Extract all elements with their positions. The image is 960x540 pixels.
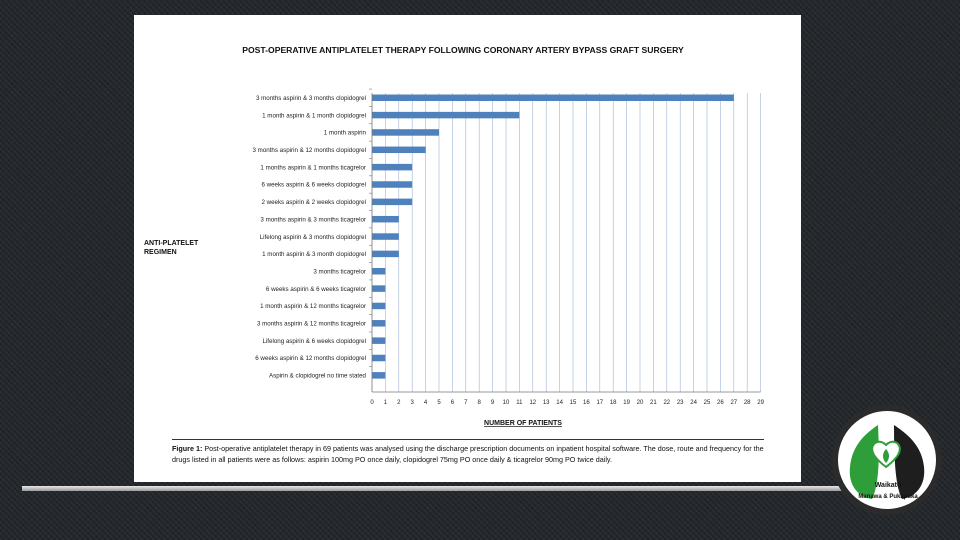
caption-rule xyxy=(172,439,764,440)
x-tick-label: 22 xyxy=(663,400,670,406)
x-tick-label: 13 xyxy=(543,400,550,406)
x-tick-label: 21 xyxy=(650,400,657,406)
x-tick-label: 17 xyxy=(596,400,603,406)
x-tick-label: 14 xyxy=(556,400,563,406)
bar xyxy=(372,337,386,344)
bar xyxy=(372,129,439,136)
category-labels: 3 months aspirin & 3 months clopidogrel 1… xyxy=(253,95,367,380)
x-tick-label: 18 xyxy=(610,400,617,406)
waikato-logo: Waikato Manawa & Pukapuka xyxy=(832,405,942,515)
category-label: Aspirin & clopidogrel no time stated xyxy=(269,373,367,380)
bar xyxy=(372,302,386,310)
bar xyxy=(372,111,520,119)
bar xyxy=(372,354,386,362)
x-tick-label: 20 xyxy=(637,400,644,406)
category-label: 3 months aspirin & 3 months ticagrelor xyxy=(260,216,366,223)
x-tick-label: 3 xyxy=(411,400,415,406)
x-tick-label: 0 xyxy=(370,400,374,406)
bar xyxy=(372,163,413,171)
caption-label: Figure 1: xyxy=(172,444,203,453)
bar xyxy=(372,198,413,206)
x-tick-label: 26 xyxy=(717,400,724,406)
x-tick-label: 11 xyxy=(516,400,523,406)
bar xyxy=(372,215,399,223)
y-axis-label-wrap: ANTI-PLATELET REGIMEN xyxy=(144,240,199,256)
category-label: 1 month aspirin & 1 month clopidogrel xyxy=(262,112,366,119)
chart-title: POST-OPERATIVE ANTIPLATELET THERAPY FOLL… xyxy=(242,45,684,55)
category-label: 6 weeks aspirin & 6 weeks clopidogrel xyxy=(261,182,366,189)
slide-divider-line xyxy=(22,486,842,491)
category-label: 3 months aspirin & 12 months ticagrelor xyxy=(257,321,366,328)
bar xyxy=(372,320,386,327)
y-axis-label: ANTI-PLATELET REGIMEN xyxy=(144,240,199,256)
x-tick-label: 12 xyxy=(529,400,536,406)
x-tick-label: 10 xyxy=(503,400,510,406)
logo-text-line1: Waikato xyxy=(875,482,902,489)
category-label: 3 months aspirin & 12 months clopidogrel xyxy=(253,147,367,154)
x-tick-label: 7 xyxy=(464,400,468,406)
x-tick-label: 23 xyxy=(677,400,684,406)
x-tick-label: 9 xyxy=(491,400,495,406)
bar xyxy=(372,233,399,240)
category-label: 3 months aspirin & 3 months clopidogrel xyxy=(256,95,366,102)
x-tick-label: 6 xyxy=(451,400,455,406)
leaf-icon xyxy=(883,449,889,463)
category-label: 3 months ticagrelor xyxy=(313,268,366,275)
bar xyxy=(372,146,426,154)
bar xyxy=(372,181,413,188)
x-tick-label: 27 xyxy=(730,400,737,406)
category-label: 1 months aspirin & 1 months ticagrelor xyxy=(260,164,366,171)
category-label: 1 month aspirin & 12 months ticagrelor xyxy=(260,303,366,310)
x-tick-label: 28 xyxy=(744,400,751,406)
chart-panel: POST-OPERATIVE ANTIPLATELET THERAPY FOLL… xyxy=(134,15,801,482)
category-label: 1 month aspirin & 3 month clopidogrel xyxy=(262,251,366,258)
bar xyxy=(372,250,399,258)
bar-layer xyxy=(372,94,734,379)
category-label: Lifelong aspirin & 3 months clopidogrel xyxy=(260,234,366,241)
x-tick-label: 19 xyxy=(623,400,630,406)
x-tick-label: 2 xyxy=(397,400,401,406)
x-tick-label: 15 xyxy=(570,400,577,406)
figure-caption: Figure 1: Post-operative antiplatelet th… xyxy=(172,443,772,465)
x-tick-label: 5 xyxy=(437,400,441,406)
lung-left-icon xyxy=(849,425,879,499)
bar xyxy=(372,285,386,292)
x-tick-label: 8 xyxy=(478,400,482,406)
x-tick-label: 1 xyxy=(384,400,388,406)
bar xyxy=(372,94,734,101)
x-tick-labels: 0 1 2 3 4 5 6 7 8 9 10 11 12 13 14 15 16 17 18 19 20 21 22 23 24… xyxy=(370,400,764,406)
bar xyxy=(372,268,386,275)
x-tick-label: 29 xyxy=(757,400,764,406)
x-tick-label: 16 xyxy=(583,400,590,406)
category-label: 6 weeks aspirin & 6 weeks ticagrelor xyxy=(266,286,366,293)
category-label: 6 weeks aspirin & 12 months clopidogrel xyxy=(255,355,366,362)
bar-chart: POST-OPERATIVE ANTIPLATELET THERAPY FOLL… xyxy=(144,45,765,427)
x-axis-label: NUMBER OF PATIENTS xyxy=(484,420,562,427)
x-tick-label: 25 xyxy=(704,400,711,406)
category-label: Lifelong aspirin & 6 weeks clopidogrel xyxy=(262,338,366,345)
category-label: 2 weeks aspirin & 2 weeks clopidogrel xyxy=(261,199,366,206)
logo-text-line2: Manawa & Pukapuka xyxy=(858,494,918,500)
lung-right-icon xyxy=(894,425,925,499)
x-tick-label: 24 xyxy=(690,400,697,406)
grid-layer xyxy=(369,88,761,392)
bar xyxy=(372,372,386,379)
x-tick-label: 4 xyxy=(424,400,428,406)
category-label: 1 month aspirin xyxy=(324,130,367,137)
caption-text: Post-operative antiplatelet therapy in 6… xyxy=(172,444,764,464)
